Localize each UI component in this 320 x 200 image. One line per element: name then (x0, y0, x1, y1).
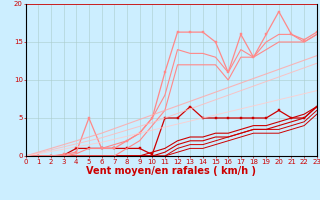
X-axis label: Vent moyen/en rafales ( km/h ): Vent moyen/en rafales ( km/h ) (86, 166, 256, 176)
